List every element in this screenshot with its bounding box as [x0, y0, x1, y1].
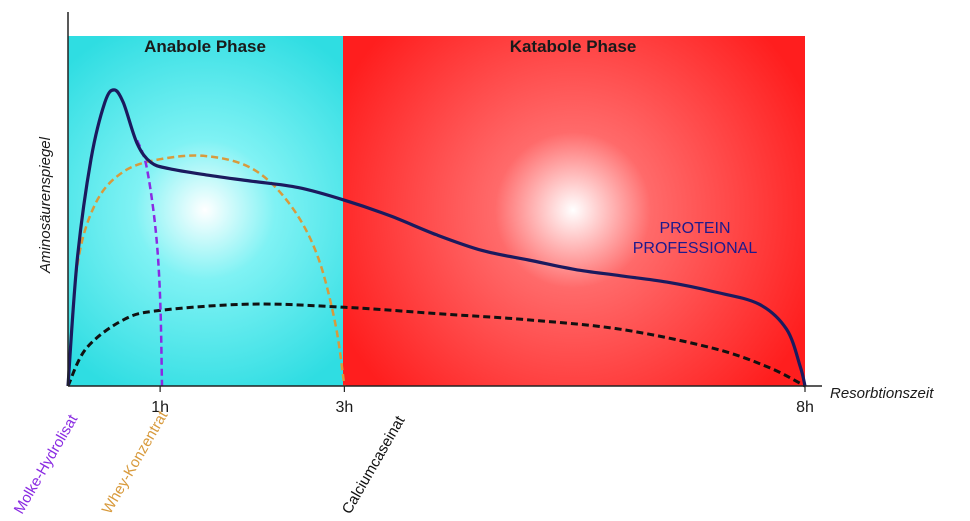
phase-title-anabole: Anabole Phase: [144, 37, 266, 56]
x-tick-label: 8h: [796, 399, 814, 416]
series-label-calciumcaseinat: Calciumcaseinat: [339, 412, 409, 517]
series-label-whey-konzentrat: Whey-Konzentrat: [99, 407, 172, 517]
phase-region-katabole: [343, 36, 805, 386]
tick-layer: 1h 3h 8h: [151, 386, 814, 416]
x-axis-label: Resorbtionszeit: [830, 385, 934, 402]
series-label-molke-hydrolisat: Molke-Hydrolisat: [11, 411, 82, 517]
y-axis-label: Aminosäurenspiegel: [37, 136, 54, 274]
brand-label-line2: PROFESSIONAL: [633, 240, 758, 257]
brand-label-line1: PROTEIN: [659, 220, 730, 237]
series-label-layer: Molke-Hydrolisat Whey-Konzentrat Calciumca…: [11, 407, 409, 517]
series-layer: [66, 88, 807, 388]
x-tick-label: 1h: [151, 399, 169, 416]
phase-title-katabole: Katabole Phase: [510, 37, 637, 56]
series-line-calciumcaseinat: [66, 302, 806, 388]
phase-region-anabole: [68, 36, 343, 386]
series-line-whey-konzentrat: [66, 154, 346, 387]
x-tick-label: 3h: [335, 399, 353, 416]
series-line-protein-professional: [66, 88, 807, 387]
